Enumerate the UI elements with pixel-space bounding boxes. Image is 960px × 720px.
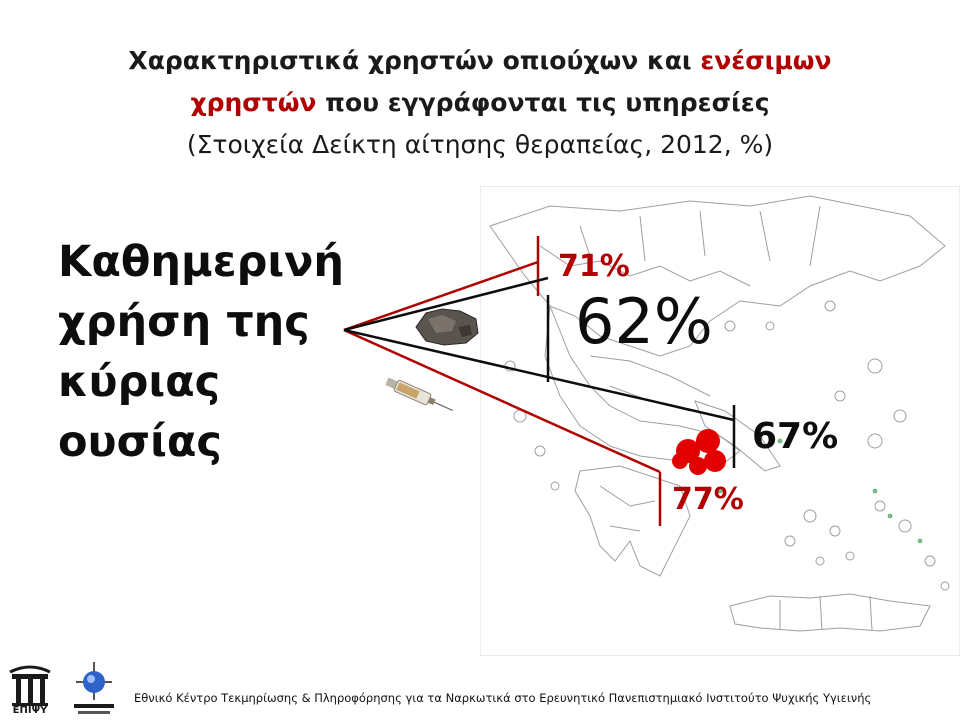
title-line1-part2: ενέσιμων [700, 46, 832, 75]
greece-map-icon [480, 186, 960, 656]
slide-title: Χαρακτηριστικά χρηστών οπιούχων και ενέσ… [40, 40, 920, 166]
title-subtitle: (Στοιχεία Δείκτη αίτησης θεραπείας, 2012… [186, 130, 774, 159]
side-label: Καθημερινή χρήση της κύριας ουσίας [58, 232, 358, 472]
percentage-injectors-athens: 77% [672, 482, 744, 517]
line-opioid-athens [343, 328, 735, 422]
side-label-line-2: χρήση της [58, 297, 310, 347]
title-line2-part2: που εγγράφονται τις υπηρεσίες [316, 88, 770, 117]
title-line1-part1: Χαρακτηριστικά χρηστών οπιούχων και [128, 46, 701, 75]
epipsy-logo-text: ΕΠΙΨΥ [12, 705, 48, 716]
side-label-line-1: Καθημερινή [58, 237, 345, 287]
line-opioid-top [343, 276, 549, 332]
footer-text: Εθνικό Κέντρο Τεκμηρίωσης & Πληροφόρησης… [134, 691, 872, 705]
epipsy-logo [9, 665, 51, 706]
line-injectors-top [343, 260, 539, 332]
line-injectors-athens [343, 328, 661, 474]
percentage-opioid-athens: 67% [752, 416, 839, 457]
percentage-injectors-top: 71% [558, 249, 630, 284]
title-line2-part1: χρηστών [190, 88, 317, 117]
side-label-line-4: ουσίας [58, 417, 222, 467]
heroin-icon [415, 308, 479, 346]
ektepn-logo [74, 662, 114, 714]
side-label-line-3: κύριας [58, 357, 221, 407]
percentage-opioid-top: 62% [575, 285, 713, 358]
syringe-icon [385, 377, 453, 412]
